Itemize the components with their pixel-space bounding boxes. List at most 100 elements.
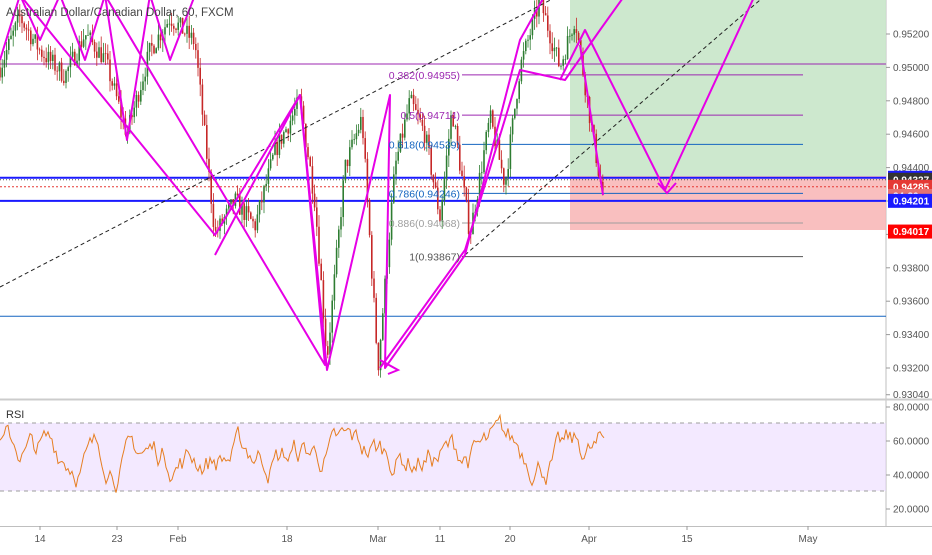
candle-body: [439, 209, 441, 222]
candle-body: [41, 49, 43, 57]
fib-label-4: 0.886(0.94068): [389, 218, 460, 230]
candle-body: [212, 203, 215, 227]
candle-body: [456, 125, 459, 145]
candle-body: [113, 83, 116, 86]
time-tick-label: 14: [34, 534, 46, 545]
pattern-leg-2: [106, 0, 326, 366]
candle-body: [285, 129, 287, 133]
candle-body: [309, 157, 311, 167]
candle-body: [553, 47, 556, 52]
rsi-tick-label: 60.0000: [893, 437, 930, 448]
candle-body: [1, 67, 3, 78]
candle-body: [509, 134, 512, 169]
candle-body: [481, 172, 483, 174]
candle-body: [432, 174, 435, 183]
candle-body: [551, 43, 553, 52]
candle-body: [118, 96, 120, 102]
candle-body: [322, 280, 325, 319]
candle-body: [357, 129, 360, 134]
candle-body: [505, 177, 507, 185]
candle-body: [283, 132, 285, 144]
candle-body: [329, 332, 331, 355]
chart-title: Australian Dollar/Canadian Dollar, 60, F…: [6, 7, 234, 19]
candle-body: [245, 206, 248, 220]
candle-body: [307, 147, 309, 158]
candle-body: [415, 104, 417, 110]
candle-body: [67, 67, 69, 72]
candle-body: [146, 51, 149, 77]
candle-body: [157, 34, 160, 49]
candle-body: [96, 51, 98, 58]
candle-body: [3, 59, 6, 68]
candle-body: [280, 134, 283, 144]
candle-body: [269, 159, 272, 169]
candle-body: [250, 212, 252, 219]
candle-body: [148, 42, 151, 52]
price-tick-label: 0.93040: [893, 390, 930, 401]
candle-body: [221, 218, 223, 224]
price-badge-box-5: [888, 224, 932, 239]
candle-body: [421, 119, 424, 126]
candle-body: [448, 138, 450, 156]
candle-body: [82, 39, 85, 47]
candle-body: [333, 274, 336, 301]
loss-zone: [570, 176, 886, 230]
candle-body: [137, 94, 140, 102]
candle-body: [423, 125, 426, 143]
candle-body: [459, 144, 461, 171]
price-badge-label-4: 0.94201: [893, 196, 930, 207]
price-badge-box-4: [888, 193, 932, 208]
candle-body: [52, 54, 54, 61]
rsi-axis-ticks: 80.0000 60.0000 40.0000 20.0000: [886, 403, 930, 516]
candle-body: [487, 122, 490, 132]
candle-body: [247, 206, 250, 213]
time-tick-label: 23: [111, 534, 123, 545]
candle-body: [65, 71, 67, 84]
candle-body: [558, 47, 560, 67]
price-tick-label: 0.93400: [893, 330, 930, 341]
time-tick-label: Mar: [369, 534, 387, 545]
candle-body: [206, 125, 208, 159]
candle-body: [45, 58, 47, 63]
candle-body: [102, 53, 105, 63]
candle-body: [21, 16, 23, 24]
candle-body: [364, 138, 366, 159]
candle-body: [236, 193, 239, 196]
candle-body: [168, 23, 171, 25]
candle-body: [573, 29, 575, 35]
candle-body: [170, 23, 173, 26]
candle-body: [159, 34, 162, 41]
price-tick-label: 0.93800: [893, 263, 930, 274]
candle-body: [516, 99, 518, 109]
candle-body: [318, 226, 320, 264]
candle-body: [338, 229, 340, 248]
candle-body: [445, 155, 448, 178]
candle-body: [384, 278, 386, 314]
candle-body: [36, 34, 39, 50]
pattern-leg-0: [0, 0, 195, 141]
candle-body: [133, 107, 135, 118]
candle-body: [100, 47, 102, 63]
candle-body: [78, 41, 80, 61]
candle-body: [560, 65, 562, 67]
candle-body: [360, 116, 362, 130]
candle-body: [144, 76, 146, 82]
candle-body: [278, 134, 281, 155]
candle-body: [267, 168, 270, 184]
candle-body: [107, 53, 109, 60]
candle-body: [89, 32, 91, 36]
time-tick-label: 18: [281, 534, 293, 545]
price-tick-label: 0.93600: [893, 297, 930, 308]
candle-body: [151, 42, 153, 46]
candle-body: [219, 218, 221, 231]
candle-body: [135, 94, 138, 108]
candle-body: [19, 14, 21, 17]
candle-body: [12, 30, 14, 36]
candle-body: [441, 200, 443, 222]
profit-zone: [570, 0, 886, 176]
candle-body: [390, 202, 393, 240]
time-tick-label: May: [799, 534, 818, 545]
price-axis-ticks: 0.95200 0.95000 0.94800 0.94600 0.94400 0.942…: [886, 30, 930, 401]
candle-body: [452, 115, 454, 127]
